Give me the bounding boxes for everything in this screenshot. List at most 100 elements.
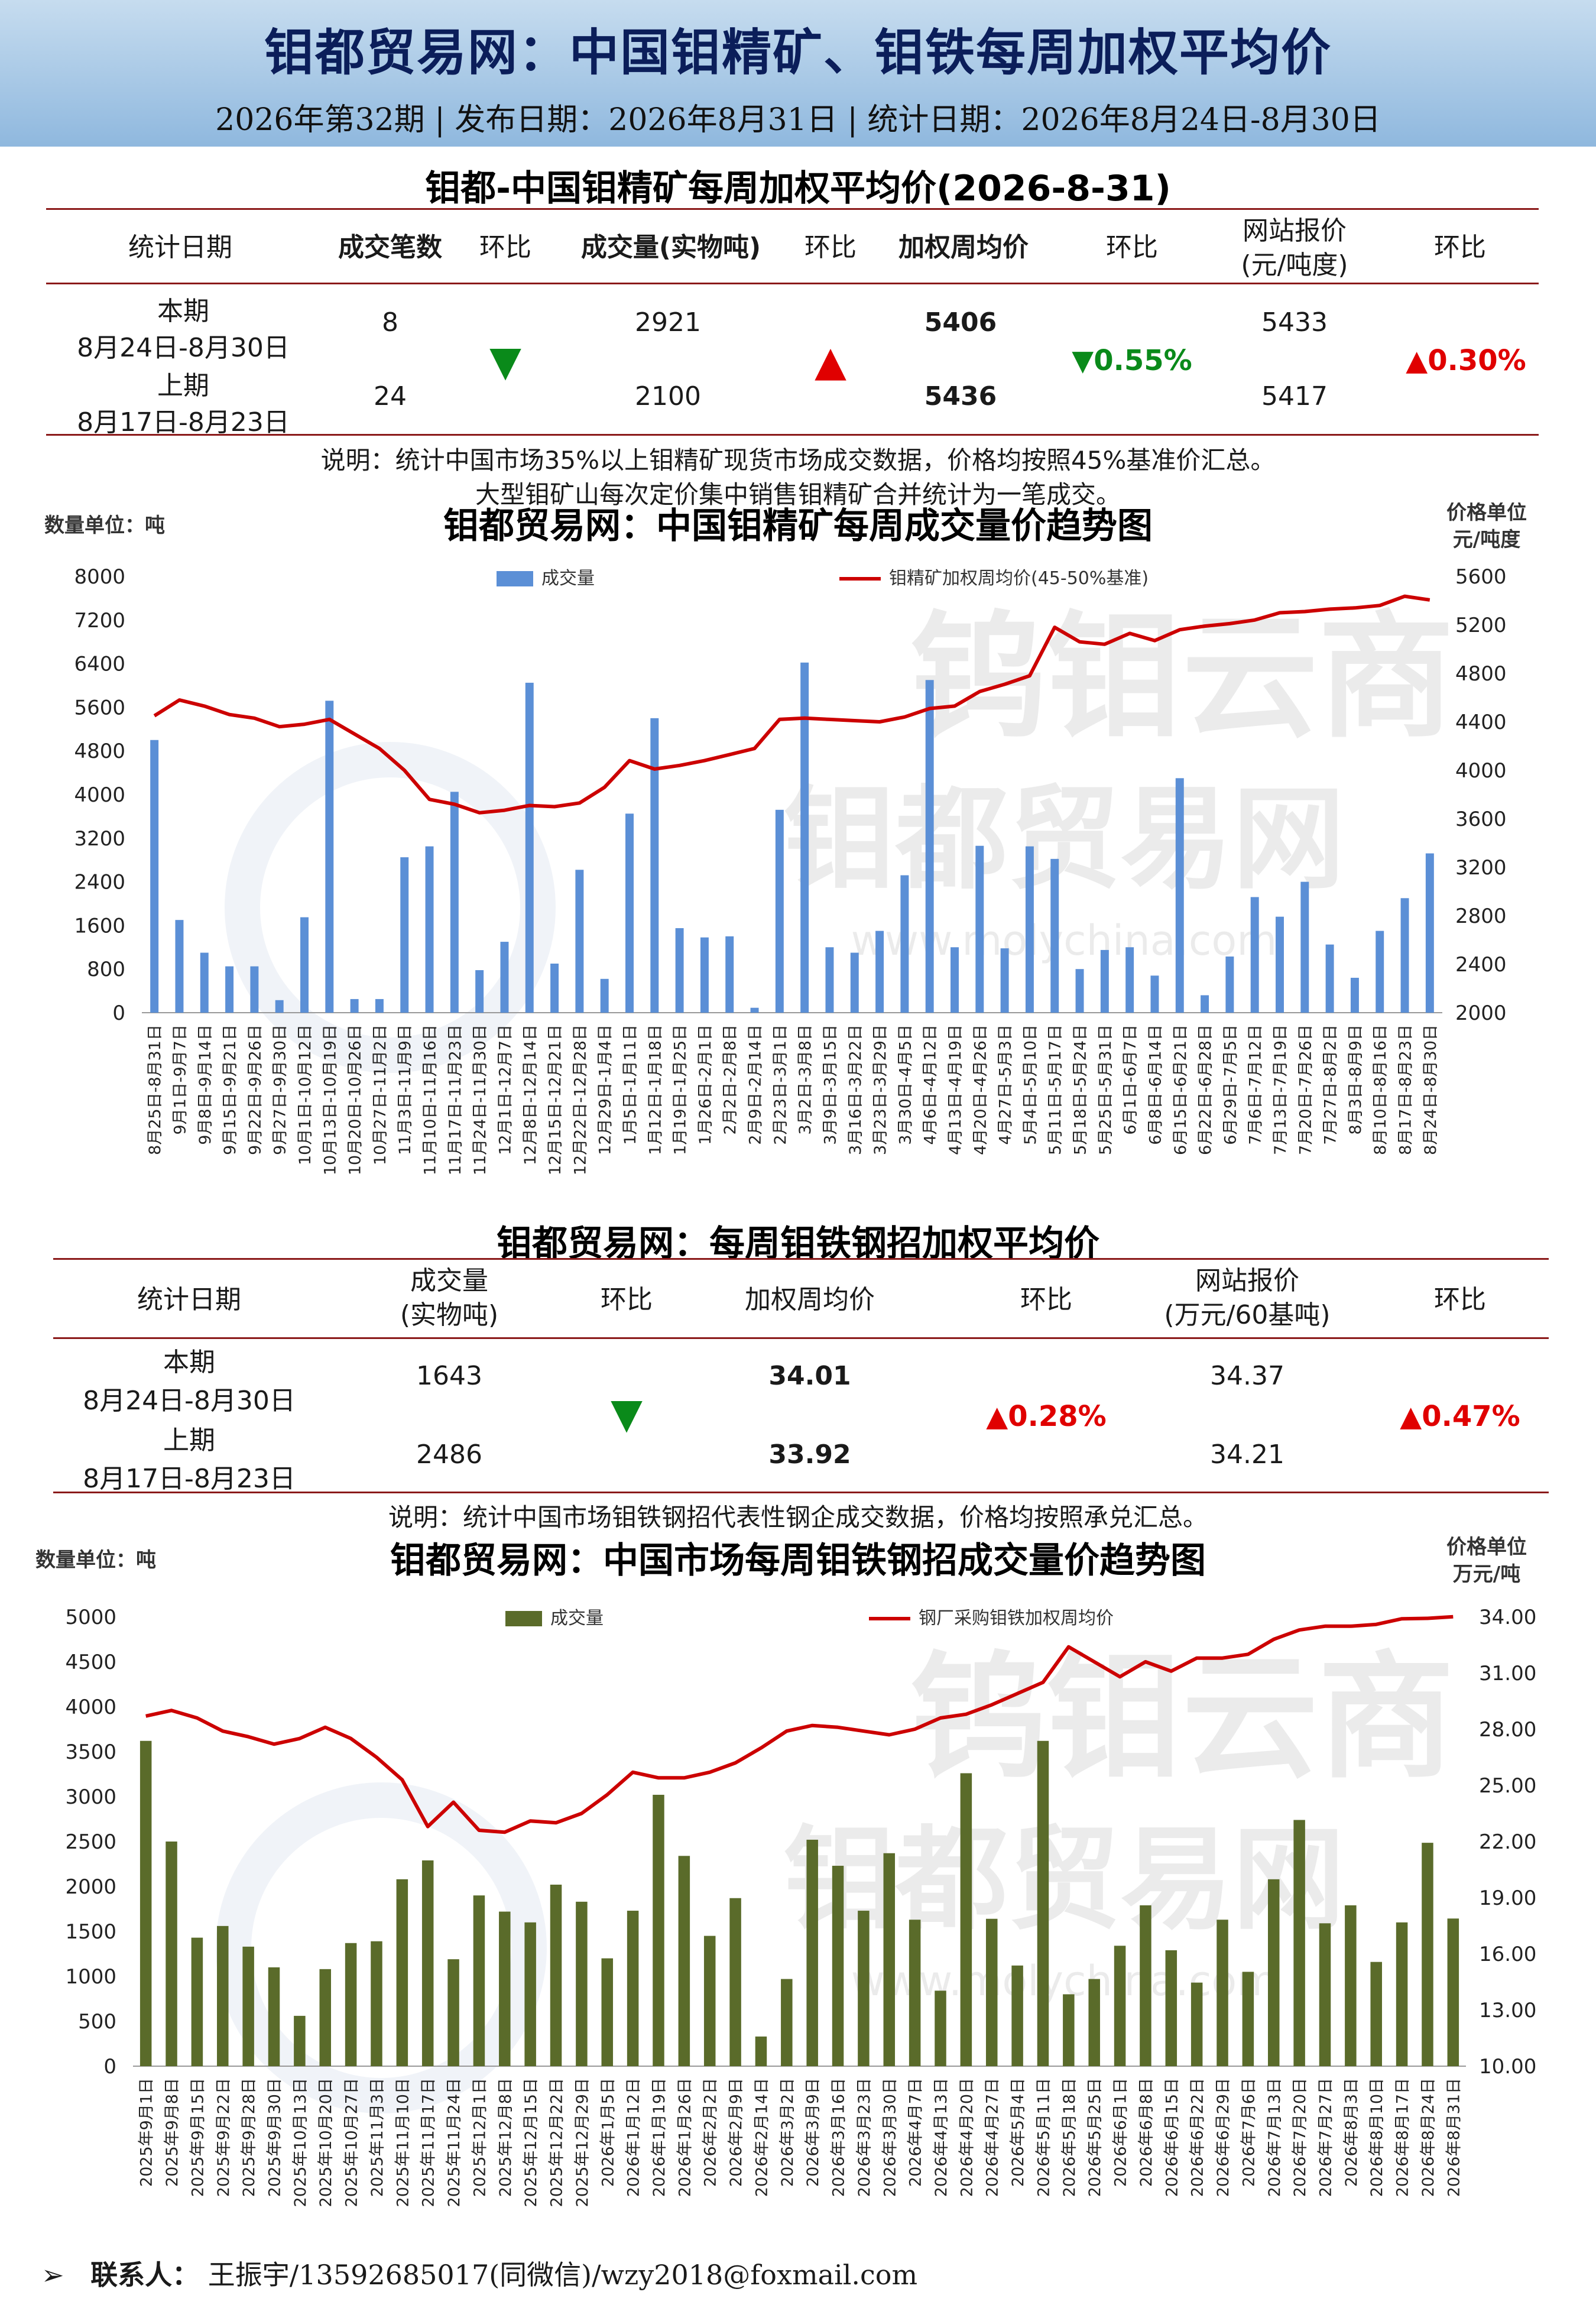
x-tick-label: 12月8日-12月14日 [521, 1025, 540, 1165]
t1-row1-date: 8月24日-8月30日 [77, 333, 290, 363]
table1-bottom-rule [46, 434, 1539, 436]
x-tick-label: 6月1日-6月7日 [1121, 1025, 1140, 1134]
y-tick-label: 0 [103, 2055, 116, 2079]
t2-row1-date: 8月24日-8月30日 [83, 1386, 296, 1416]
volume-bar [550, 1884, 562, 2066]
volume-bar [1319, 1923, 1331, 2066]
right-axis-unit-2: 万元/吨 [1453, 1562, 1520, 1586]
volume-bar [1350, 977, 1359, 1013]
x-tick-label: 2026年4月7日 [907, 2078, 925, 2187]
volume-bar [1175, 778, 1184, 1013]
y2-tick-label: 34.00 [1479, 1606, 1536, 1629]
x-tick-label: 3月9日-3月15日 [821, 1025, 839, 1145]
volume-bar [925, 680, 934, 1013]
volume-bar [1300, 881, 1309, 1013]
price-line [153, 594, 1430, 815]
t1-volume-change-arrow: ▲ [815, 337, 846, 385]
legend-line-label: 钼精矿加权周均价(45-50%基准) [889, 568, 1149, 589]
volume-bar [1268, 1879, 1280, 2066]
volume-bar [1325, 944, 1334, 1013]
volume-bar [825, 947, 834, 1013]
watermark-line2: 钼都贸易网 [783, 1814, 1345, 1945]
volume-bar [350, 998, 359, 1013]
t1-row1-count: 8 [382, 307, 398, 338]
volume-bar [421, 1860, 434, 2066]
x-tick-label: 11月24日-11月30日 [471, 1025, 489, 1175]
volume-bar [725, 936, 734, 1013]
volume-bar [200, 952, 209, 1013]
x-tick-label: 1月5日-1月11日 [621, 1025, 640, 1145]
volume-bar [576, 1901, 588, 2066]
y2-tick-label: 31.00 [1479, 1662, 1536, 1685]
volume-bar [268, 1967, 280, 2066]
t2-header-quote-change: 环比 [1434, 1285, 1486, 1315]
x-tick-label: 2025年9月1日 [138, 2078, 156, 2187]
y-tick-label: 0 [112, 1001, 125, 1025]
x-tick-label: 8月24日-8月30日 [1422, 1025, 1440, 1155]
volume-bar [985, 1918, 998, 2066]
volume-bar [450, 792, 459, 1013]
page-header: 钼都贸易网：中国钼精矿、钼铁每周加权平均价 2026年第32期 | 发布日期：2… [0, 0, 1596, 147]
page-title: 钼都贸易网：中国钼精矿、钼铁每周加权平均价 [264, 24, 1332, 82]
volume-bar [425, 846, 434, 1013]
volume-bar [1190, 1982, 1203, 2066]
volume-bar [325, 701, 334, 1013]
volume-bar [1011, 1965, 1023, 2066]
footer-label: 联系人： [90, 2259, 200, 2291]
x-tick-label: 5月4日-5月10日 [1021, 1025, 1040, 1145]
t2-row2-volume: 2486 [416, 1440, 482, 1470]
y-tick-label: 5600 [74, 696, 125, 719]
x-tick-label: 9月27日-9月30日 [271, 1025, 290, 1155]
x-tick-label: 11月3日-11月9日 [396, 1025, 414, 1155]
y-tick-label: 3000 [65, 1785, 116, 1809]
t1-row1-quote: 5433 [1261, 307, 1328, 338]
volume-bar [371, 1941, 382, 2066]
volume-bar [601, 1958, 614, 2066]
contact-footer: ➢ 联系人： 王振宇/13592685017(同微信)/wzy2018@foxm… [41, 2254, 917, 2293]
x-tick-label: 9月22日-9月26日 [246, 1025, 264, 1155]
volume-bar [250, 966, 259, 1013]
t1-row2-quote: 5417 [1261, 381, 1328, 411]
x-tick-label: 2026年6月29日 [1214, 2078, 1232, 2197]
x-tick-label: 7月27日-8月2日 [1322, 1025, 1340, 1145]
t2-row1-label: 本期 [163, 1347, 215, 1377]
y2-tick-label: 5200 [1455, 614, 1507, 637]
y2-tick-label: 4400 [1455, 711, 1507, 734]
x-tick-label: 2月23日-3月1日 [771, 1025, 790, 1145]
x-tick-label: 3月23日-3月29日 [871, 1025, 890, 1155]
volume-bar [1125, 947, 1134, 1013]
volume-bar [1025, 846, 1034, 1013]
t1-header-volume: 成交量(实物吨) [580, 232, 761, 262]
volume-bar [935, 1990, 946, 2066]
volume-bar [627, 1911, 639, 2066]
t1-header-date: 统计日期 [128, 232, 232, 262]
y-tick-label: 800 [87, 958, 125, 981]
volume-bar [375, 998, 384, 1013]
x-tick-label: 2026年6月22日 [1189, 2078, 1207, 2197]
t2-quote-change: ▲0.47% [1400, 1400, 1520, 1433]
t1-header-volume-change: 环比 [805, 232, 857, 262]
y2-tick-label: 13.00 [1479, 1999, 1536, 2022]
x-tick-label: 2025年10月20日 [317, 2078, 335, 2207]
x-tick-label: 2026年8月10日 [1368, 2078, 1386, 2197]
volume-bar [447, 1959, 459, 2066]
t1-header-price: 加权周均价 [898, 232, 1029, 262]
x-tick-label: 10月1日-10月12日 [296, 1025, 314, 1165]
x-tick-label: 2026年4月27日 [984, 2078, 1002, 2197]
x-tick-label: 10月20日-10月26日 [346, 1025, 365, 1175]
t2-header-volume: 成交量 (实物吨) [400, 1266, 499, 1330]
x-tick-label: 2026年3月30日 [881, 2078, 899, 2197]
x-tick-label: 4月27日-5月3日 [997, 1025, 1015, 1145]
y-tick-label: 7200 [74, 609, 125, 633]
y2-tick-label: 5600 [1455, 565, 1507, 589]
x-tick-label: 11月17日-11月23日 [446, 1025, 465, 1175]
x-tick-label: 7月20日-7月26日 [1296, 1025, 1315, 1155]
volume-bar [755, 2036, 767, 2066]
x-tick-label: 2026年4月13日 [932, 2078, 951, 2197]
x-tick-label: 12月15日-12月21日 [546, 1025, 565, 1175]
t1-header-quote: 网站报价 (元/吨度) [1241, 216, 1348, 280]
t1-note-1: 说明：统计中国市场35%以上钼精矿现货市场成交数据，价格均按照45%基准价汇总。 [320, 446, 1276, 475]
volume-bar [345, 1943, 357, 2066]
t2-note: 说明：统计中国市场钼铁钢招代表性钢企成交数据，价格均按照承兑汇总。 [388, 1503, 1208, 1532]
x-tick-label: 7月13日-7月19日 [1271, 1025, 1290, 1155]
